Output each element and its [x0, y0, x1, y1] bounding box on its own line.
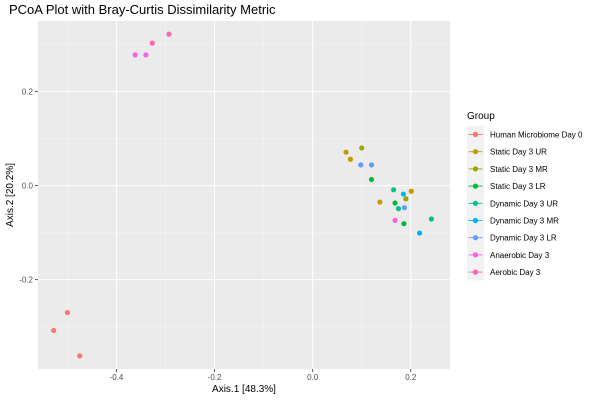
legend-label: Human Microbiome Day 0 — [490, 131, 583, 140]
y-axis-title: Axis.2 [20.2%] — [5, 163, 16, 227]
data-point — [143, 52, 149, 58]
legend-label: Dynamic Day 3 UR — [490, 199, 558, 208]
chart-title: PCoA Plot with Bray-Curtis Dissimilarity… — [9, 2, 276, 17]
legend-label: Dynamic Day 3 MR — [490, 217, 559, 226]
data-point — [368, 176, 375, 183]
x-axis-title: Axis.1 [48.3%] — [212, 384, 276, 395]
data-point — [401, 205, 407, 211]
data-point — [77, 353, 83, 359]
data-point — [368, 162, 375, 168]
data-point — [428, 216, 434, 222]
x-tick-label: 0.0 — [307, 373, 319, 382]
data-point — [166, 31, 172, 37]
plot-panel — [38, 21, 450, 369]
legend-key-point — [472, 166, 479, 172]
legend-label: Static Day 3 MR — [490, 165, 548, 174]
legend-key-point — [472, 200, 479, 206]
x-tick-label: -0.2 — [208, 373, 222, 382]
data-points — [51, 31, 434, 359]
grid-lines — [38, 21, 450, 369]
data-point — [390, 187, 397, 193]
y-tick-label: 0.2 — [22, 88, 34, 97]
data-point — [51, 327, 57, 334]
data-point — [403, 196, 409, 202]
legend-key-point — [472, 269, 479, 275]
data-point — [149, 40, 155, 46]
data-point — [401, 221, 407, 227]
legend-label: Anaerobic Day 3 — [490, 251, 550, 260]
data-point — [347, 156, 354, 162]
x-tick-label: -0.4 — [110, 373, 124, 382]
legend-label: Dynamic Day 3 LR — [490, 234, 557, 243]
legend-key-point — [472, 252, 479, 258]
legend-label: Static Day 3 UR — [490, 148, 547, 157]
legend-key-point — [472, 217, 479, 224]
data-point — [64, 309, 71, 316]
data-point — [392, 217, 398, 223]
legend-key-point — [472, 149, 479, 155]
legend-title: Group — [467, 111, 495, 122]
data-point — [400, 191, 407, 197]
y-tick-label: 0.0 — [22, 182, 34, 191]
legend-key-point — [472, 183, 479, 189]
data-point — [408, 188, 414, 194]
data-point — [416, 230, 423, 236]
data-point — [343, 149, 349, 155]
axis-ticks: -0.4 -0.2 0.0 0.2 -0.2 0.0 0.2 — [19, 88, 417, 382]
y-tick-label: -0.2 — [19, 276, 33, 285]
legend-key-point — [472, 131, 479, 138]
data-point — [358, 162, 364, 168]
legend-label: Static Day 3 LR — [490, 182, 546, 191]
data-point — [359, 145, 365, 151]
data-point — [395, 206, 402, 212]
legend-key-point — [472, 235, 479, 241]
legend: Group Human Microbiome Day 0 Static Day 3… — [467, 111, 583, 281]
data-point — [132, 52, 138, 58]
legend-label: Aerobic Day 3 — [490, 268, 541, 277]
data-point — [377, 199, 383, 205]
x-tick-label: 0.2 — [405, 373, 417, 382]
data-point — [392, 200, 398, 206]
